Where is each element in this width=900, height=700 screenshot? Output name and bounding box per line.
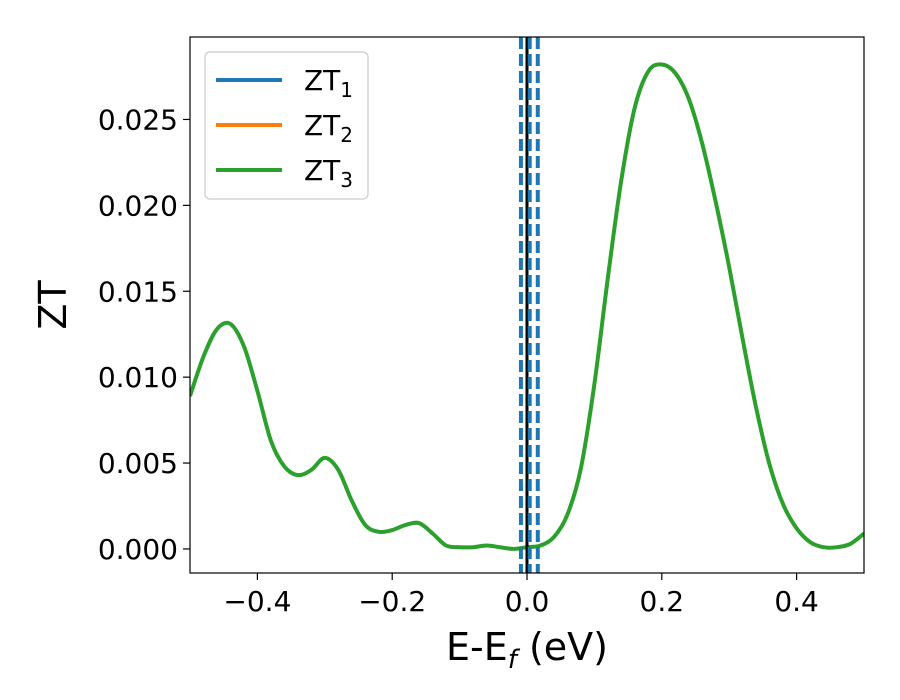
- x-axis-ticks: −0.4 −0.2 0.0 0.2 0.4: [223, 573, 819, 618]
- y-tick-label-4: 0.020: [98, 189, 178, 222]
- x-axis-label: E-Ef (eV): [446, 625, 608, 675]
- x-tick-label-0: −0.4: [223, 585, 291, 618]
- y-tick-label-3: 0.015: [98, 275, 178, 308]
- x-tick-label-1: −0.2: [358, 585, 426, 618]
- y-tick-label-2: 0.010: [98, 361, 178, 394]
- x-tick-label-2: 0.0: [505, 585, 550, 618]
- legend-box: [204, 51, 369, 200]
- y-tick-label-0: 0.000: [98, 533, 178, 566]
- y-axis-label: ZT: [31, 280, 75, 330]
- y-axis-ticks: 0.000 0.005 0.010 0.015 0.020 0.025: [98, 103, 190, 566]
- y-tick-label-1: 0.005: [98, 447, 178, 480]
- x-tick-label-3: 0.2: [640, 585, 685, 618]
- legend-label-2: ZT2: [304, 109, 353, 147]
- y-tick-label-5: 0.025: [98, 103, 178, 136]
- legend-label-1: ZT1: [304, 64, 353, 102]
- legend: ZT1 ZT2 ZT3: [204, 51, 369, 200]
- x-tick-label-4: 0.4: [774, 585, 819, 618]
- plot-data: [190, 37, 864, 573]
- zt-curve: [190, 62, 864, 551]
- legend-label-3: ZT3: [304, 154, 353, 192]
